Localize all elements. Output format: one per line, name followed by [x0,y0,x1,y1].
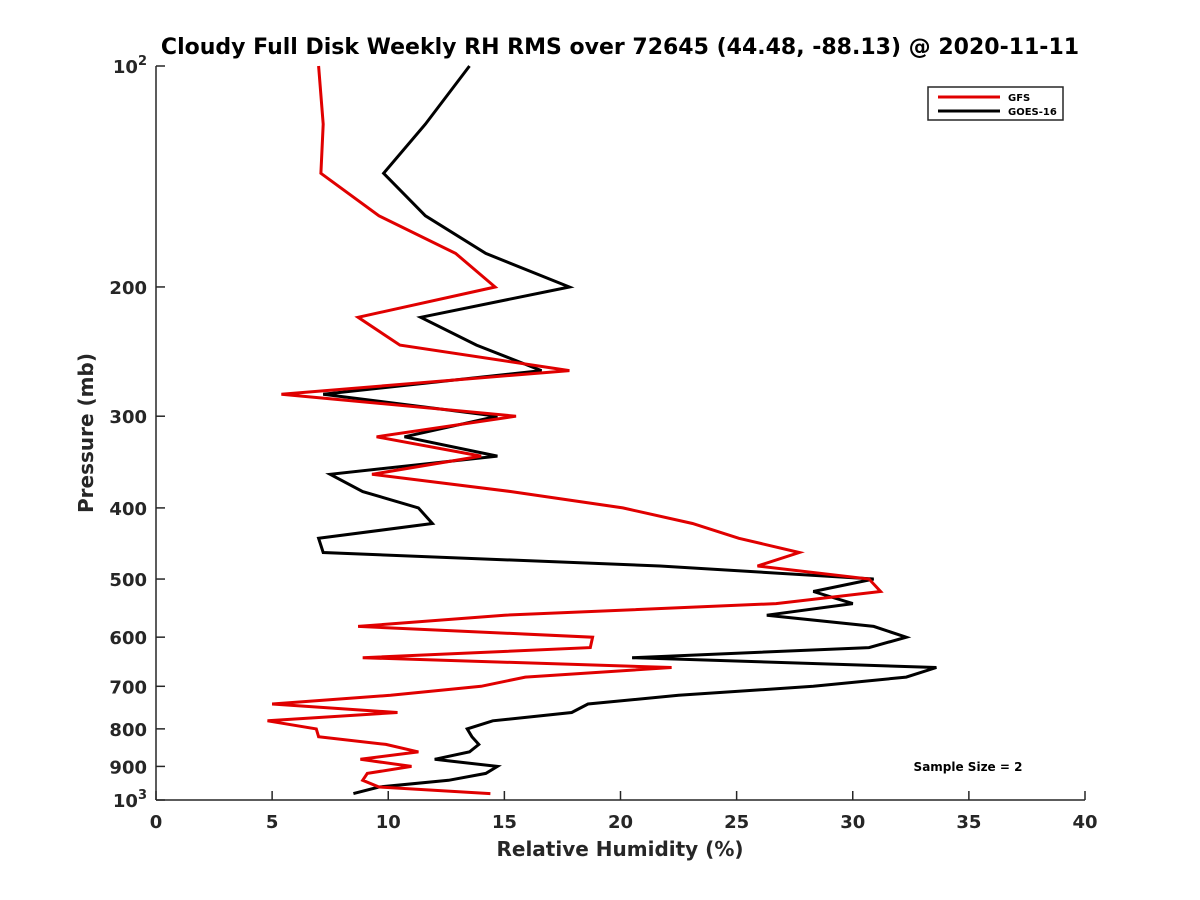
series-line-gfs [267,65,884,796]
x-tick-label: 25 [724,812,749,833]
y-axis-label: Pressure (mb) [74,353,98,513]
legend-label-goes-16: GOES-16 [1008,107,1057,118]
x-tick-label: 35 [956,812,981,833]
y-tick-label: 800 [109,720,147,741]
legend: GFS GOES-16 [927,86,1064,121]
y-tick-label: 400 [109,499,147,520]
series-line-goes-16 [316,65,937,796]
plot-area: 0 5 10 15 20 25 30 35 40 102 200 300 400 500 600 700 800… [109,54,1097,833]
chart-title: Cloudy Full Disk Weekly RH RMS over 7264… [161,35,1079,60]
x-tick-label: 20 [608,812,633,833]
y-tick-label: 200 [109,278,147,299]
y-tick-label: 500 [109,570,147,591]
y-tick-label: 700 [109,677,147,698]
y-tick-label: 300 [109,407,147,428]
x-axis-label: Relative Humidity (%) [496,837,743,861]
x-tick-label: 10 [376,812,401,833]
x-tick-label: 40 [1072,812,1097,833]
sample-size-annotation: Sample Size = 2 [914,760,1023,774]
legend-label-gfs: GFS [1008,93,1030,104]
y-tick-label: 102 [113,54,147,78]
legend-box [927,86,1064,121]
y-tick-label: 103 [113,788,147,812]
x-tick-label: 5 [266,812,279,833]
y-tick-label: 900 [109,757,147,778]
x-tick-label: 15 [492,812,517,833]
x-tick-label: 0 [150,812,163,833]
x-tick-label: 30 [840,812,865,833]
y-tick-label: 600 [109,628,147,649]
